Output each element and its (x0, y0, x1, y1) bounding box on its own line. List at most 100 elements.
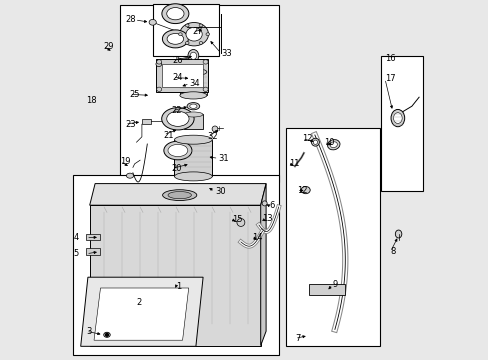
Text: 17: 17 (384, 74, 395, 83)
Text: 14: 14 (251, 233, 262, 242)
Ellipse shape (168, 192, 191, 199)
Polygon shape (89, 184, 265, 205)
Polygon shape (81, 277, 203, 346)
Ellipse shape (183, 112, 203, 117)
Ellipse shape (190, 52, 196, 59)
Ellipse shape (163, 190, 196, 201)
Ellipse shape (185, 27, 202, 41)
Text: 10: 10 (323, 138, 333, 147)
Ellipse shape (180, 68, 206, 76)
Text: 6: 6 (269, 201, 275, 210)
Bar (179, 72, 206, 95)
Ellipse shape (126, 173, 133, 178)
Ellipse shape (212, 126, 218, 132)
Text: 7: 7 (294, 334, 300, 343)
Text: 32: 32 (207, 132, 218, 140)
Ellipse shape (327, 140, 339, 150)
Ellipse shape (162, 30, 188, 48)
Text: 33: 33 (221, 49, 231, 58)
Text: 1: 1 (176, 282, 181, 291)
Bar (152, 4, 219, 56)
Text: 31: 31 (218, 154, 229, 163)
Ellipse shape (390, 109, 404, 127)
Ellipse shape (162, 108, 194, 130)
Text: 5: 5 (73, 249, 79, 258)
Text: 28: 28 (125, 15, 136, 24)
Ellipse shape (329, 142, 337, 148)
Text: 15: 15 (231, 215, 242, 224)
Text: 24: 24 (172, 73, 183, 82)
Text: 30: 30 (215, 187, 225, 196)
Text: 18: 18 (86, 95, 97, 104)
Bar (285, 128, 379, 346)
Bar (381, 56, 422, 191)
Text: 20: 20 (171, 164, 182, 173)
Circle shape (105, 333, 108, 336)
Ellipse shape (180, 92, 206, 99)
Text: 9: 9 (332, 280, 337, 289)
Ellipse shape (311, 138, 319, 146)
Text: 25: 25 (129, 90, 140, 99)
Bar (309, 284, 345, 295)
Ellipse shape (103, 332, 110, 337)
Ellipse shape (156, 62, 162, 67)
Polygon shape (89, 205, 260, 346)
Ellipse shape (313, 140, 317, 144)
Text: 11: 11 (289, 159, 299, 168)
Ellipse shape (185, 41, 189, 44)
Ellipse shape (167, 33, 183, 44)
Ellipse shape (179, 22, 208, 46)
Ellipse shape (166, 111, 189, 126)
Text: 16: 16 (384, 54, 395, 63)
Ellipse shape (163, 141, 192, 160)
Text: 3: 3 (86, 327, 91, 336)
Bar (162, 64, 203, 87)
Ellipse shape (237, 219, 244, 226)
Bar (156, 59, 208, 92)
Text: 2: 2 (136, 298, 142, 307)
Bar (142, 119, 151, 124)
Ellipse shape (203, 87, 208, 91)
Ellipse shape (156, 87, 162, 91)
Ellipse shape (205, 33, 209, 36)
Bar (183, 114, 203, 129)
Ellipse shape (393, 113, 401, 123)
Ellipse shape (162, 4, 188, 23)
Ellipse shape (203, 60, 208, 64)
Text: 12: 12 (302, 134, 312, 143)
Ellipse shape (394, 230, 401, 238)
Ellipse shape (185, 24, 189, 27)
Text: 23: 23 (125, 120, 135, 129)
Text: 29: 29 (103, 41, 114, 50)
Text: 21: 21 (163, 130, 174, 139)
Ellipse shape (156, 60, 162, 64)
Text: 34: 34 (189, 79, 200, 88)
Ellipse shape (174, 172, 212, 181)
Ellipse shape (199, 41, 203, 44)
Ellipse shape (187, 49, 199, 62)
Bar (86, 248, 100, 255)
Ellipse shape (199, 24, 203, 27)
Text: 4: 4 (73, 233, 79, 242)
Ellipse shape (149, 19, 156, 25)
Polygon shape (94, 288, 188, 340)
Ellipse shape (187, 103, 199, 110)
Text: 12: 12 (296, 186, 306, 195)
Text: 22: 22 (171, 107, 182, 115)
Ellipse shape (262, 201, 266, 206)
Bar (174, 140, 212, 176)
Polygon shape (260, 184, 265, 346)
Bar (73, 175, 278, 355)
Ellipse shape (168, 144, 187, 157)
Text: 26: 26 (172, 56, 183, 65)
Ellipse shape (178, 33, 182, 36)
Ellipse shape (166, 8, 183, 20)
Ellipse shape (189, 104, 197, 108)
Text: 13: 13 (261, 214, 272, 223)
Bar (86, 234, 100, 240)
Text: 19: 19 (120, 157, 130, 166)
Bar (120, 5, 278, 182)
Text: 27: 27 (192, 27, 203, 36)
Text: 8: 8 (389, 248, 395, 256)
Ellipse shape (301, 186, 309, 194)
